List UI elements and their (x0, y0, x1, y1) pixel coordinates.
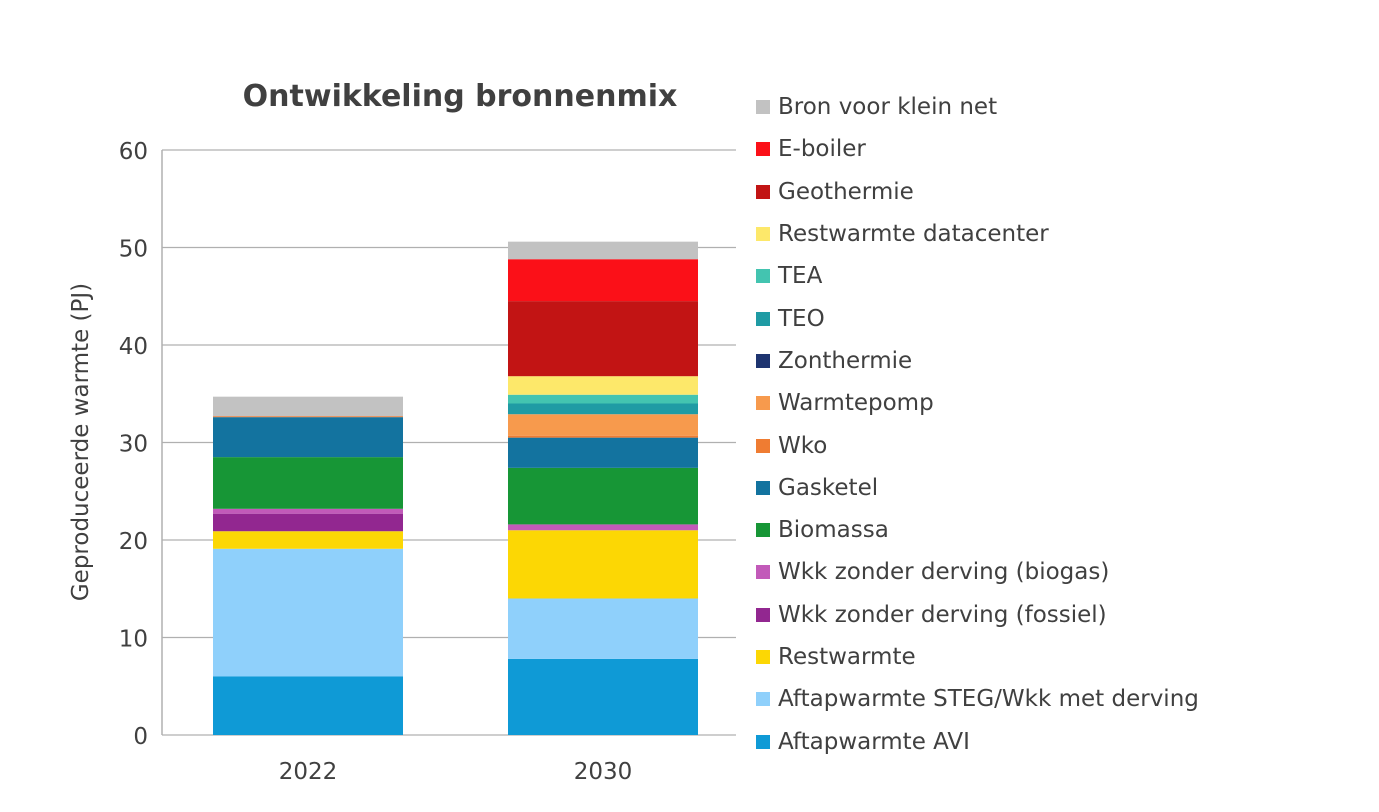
bar-segment-2030-warmtepomp (508, 414, 698, 436)
legend-label: Aftapwarmte AVI (778, 728, 970, 755)
bar-segment-2030-wkk-zonder-derving-biogas- (508, 524, 698, 531)
y-tick-label: 60 (119, 139, 148, 165)
legend-swatch (756, 184, 770, 199)
bar-segment-2030-geothermie (508, 301, 698, 377)
bar-segment-2030-tea (508, 394, 698, 404)
bar-segment-2030-gasketel (508, 437, 698, 468)
legend-item: Wkk zonder derving (fossiel) (756, 594, 1199, 636)
legend-label: Biomassa (778, 517, 889, 544)
legend-label: E-boiler (778, 136, 866, 163)
legend-item: Geothermie (756, 171, 1199, 213)
legend-item: Warmtepomp (756, 382, 1199, 424)
legend-label: Wkk zonder derving (fossiel) (778, 601, 1107, 628)
bar-segment-2022-gasketel (213, 417, 403, 458)
y-tick-label: 30 (119, 432, 148, 458)
bar-segment-2030-aftapwarmte-steg-wkk-met-derving (508, 598, 698, 659)
legend-swatch (756, 100, 770, 115)
legend-item: Wko (756, 424, 1199, 466)
bar-segment-2022-biomassa (213, 457, 403, 509)
bar-segment-2022-aftapwarmte-avi (213, 676, 403, 735)
legend-swatch (756, 269, 770, 284)
y-tick-label: 50 (119, 237, 148, 263)
legend-label: Bron voor klein net (778, 94, 998, 121)
x-tick-label: 2022 (279, 759, 338, 785)
bar-segment-2022-wko (213, 416, 403, 418)
legend-item: Zonthermie (756, 340, 1199, 382)
chart-title: Ontwikkeling bronnenmix (243, 79, 678, 114)
legend-item: Restwarmte (756, 636, 1199, 678)
y-tick-label: 20 (119, 529, 148, 555)
legend-label: Warmtepomp (778, 390, 934, 417)
y-tick-label: 10 (119, 627, 148, 653)
legend-swatch (756, 734, 770, 749)
bar-segment-2022-wkk-zonder-derving-biogas- (213, 508, 403, 514)
y-axis-label: Geproduceerde warmte (PJ) (68, 283, 94, 601)
legend-swatch (756, 565, 770, 580)
legend-swatch (756, 523, 770, 538)
legend-swatch (756, 692, 770, 707)
bar-segment-2030-restwarmte-datacenter (508, 376, 698, 395)
bar-segment-2030-teo (508, 403, 698, 415)
legend-label: Zonthermie (778, 347, 913, 374)
legend-swatch (756, 607, 770, 622)
legend-swatch (756, 227, 770, 242)
legend-swatch (756, 311, 770, 326)
bar-segment-2030-restwarmte (508, 530, 698, 599)
y-tick-label: 40 (119, 334, 148, 360)
bar-segment-2022-aftapwarmte-steg-wkk-met-derving (213, 548, 403, 677)
legend: Bron voor klein net E-boiler Geothermie Res… (756, 86, 1199, 763)
legend-label: TEO (778, 305, 825, 332)
legend-swatch (756, 353, 770, 368)
legend-item: TEA (756, 255, 1199, 297)
legend-swatch (756, 650, 770, 664)
legend-item: Gasketel (756, 467, 1199, 509)
legend-swatch (756, 142, 770, 157)
legend-item: Restwarmte datacenter (756, 213, 1199, 255)
y-tick-label: 0 (133, 724, 148, 750)
legend-label: Restwarmte (778, 644, 916, 670)
legend-label: Wko (778, 432, 828, 459)
legend-swatch (756, 396, 770, 411)
legend-swatch (756, 480, 770, 495)
bar-segment-2030-e-boiler (508, 259, 698, 302)
legend-label: TEA (778, 263, 823, 290)
bar-segment-2030-biomassa (508, 467, 698, 525)
legend-item: Aftapwarmte STEG/Wkk met derving (756, 678, 1199, 720)
legend-swatch (756, 438, 770, 453)
legend-label: Wkk zonder derving (biogas) (778, 559, 1110, 586)
bar-segment-2030-wko (508, 435, 698, 438)
legend-label: Aftapwarmte STEG/Wkk met derving (778, 686, 1199, 713)
legend-item: Aftapwarmte AVI (756, 720, 1199, 762)
legend-item: Biomassa (756, 509, 1199, 551)
bar-segment-2022-bron-voor-klein-net (213, 396, 403, 417)
bar-segment-2022-restwarmte (213, 531, 403, 549)
x-tick-label: 2030 (574, 759, 633, 785)
legend-item: TEO (756, 297, 1199, 339)
bar-segment-2030-aftapwarmte-avi (508, 658, 698, 735)
legend-label: Restwarmte datacenter (778, 221, 1049, 248)
legend-item: E-boiler (756, 128, 1199, 170)
bar-segment-2030-bron-voor-klein-net (508, 241, 698, 260)
legend-label: Geothermie (778, 178, 914, 205)
legend-label: Gasketel (778, 474, 879, 501)
legend-item: Bron voor klein net (756, 86, 1199, 128)
legend-item: Wkk zonder derving (biogas) (756, 551, 1199, 593)
bar-segment-2022-wkk-zonder-derving-fossiel- (213, 513, 403, 532)
